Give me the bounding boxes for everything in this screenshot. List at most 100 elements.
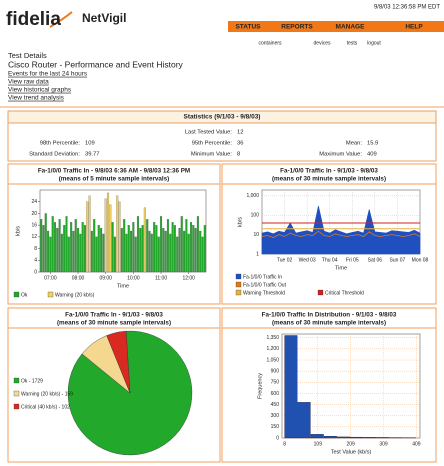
panel-subtitle: (means of 30 minute sample intervals) [57,320,171,327]
menu-item[interactable]: REPORTS [281,24,313,31]
bar [120,227,123,273]
histogram-bar [284,335,298,439]
histogram-bar [297,402,311,439]
legend-label: Critical Threshold [325,290,364,296]
y-tick-label: 300 [271,413,280,419]
x-tick-label: Sun 07 [389,257,405,263]
x-tick-label: Sat 06 [368,257,383,263]
stat-label: Standard Deviation: [29,152,80,158]
bar [183,230,186,273]
bar [196,216,199,273]
legend-label: Warning Threshold [243,290,285,296]
bar [47,230,50,273]
panel-title: Fa-1/0/0 Traffic In Distribution - 9/1/0… [262,312,397,319]
x-tick-label: Fri 05 [346,257,359,263]
stat-value: 15.9 [367,141,378,147]
bar [111,222,114,273]
bar [194,227,197,273]
bar [143,207,146,273]
plot-area [39,189,207,273]
bar [70,222,73,273]
menu-bar [228,21,444,32]
stat-value: 409 [367,152,377,158]
bar [97,225,100,273]
bar [171,222,174,273]
bar [148,230,151,273]
bar [164,230,167,273]
y-tick-label: 100 [251,213,260,219]
y-tick-label: 0 [34,269,37,275]
pie-slice [106,330,131,394]
menu-item[interactable]: HELP [405,24,423,31]
bar [123,219,126,273]
bar [90,230,93,273]
bar [118,201,121,273]
panel-subtitle: (means of 30 minute sample intervals) [272,320,386,327]
menu-item[interactable]: MANAGE [336,24,366,31]
menu-item[interactable]: STATUS [235,24,261,31]
bar [40,219,43,273]
link[interactable]: View raw data [8,79,49,86]
bar [81,222,84,273]
stat-value: 8 [237,152,240,158]
histogram-bar [376,437,390,439]
x-tick-label: 08:00 [72,275,85,281]
legend-label: Warning (20 kb/s) - 159 [21,391,73,397]
link[interactable]: View trend analysis [8,95,65,102]
bar [125,233,128,273]
bar [132,222,135,273]
stat-value: 12 [237,130,243,136]
stat-value: 109 [85,141,95,147]
sub-nav-link[interactable]: containers [258,40,282,46]
bar [72,230,75,273]
bar [51,216,54,273]
x-tick-label: 8 [283,441,286,447]
x-tick-label: 309 [379,441,388,447]
bar [88,195,91,273]
y-tick-label: 450 [271,402,280,408]
bar [178,227,181,273]
legend-swatch [317,289,324,296]
stat-label: 98th Percentile: [40,141,81,147]
line [261,230,421,239]
y-tick-label: 1,200 [266,346,279,352]
x-tick-label: 07:00 [44,275,57,281]
y-tick-label: 750 [271,380,280,386]
bar [95,236,98,273]
bar [201,236,204,273]
y-tick-label: 16 [31,222,37,228]
link[interactable]: Events for the last 24 hours [8,71,88,78]
bar [102,233,105,273]
panel-subtitle: (means of 30 minute sample intervals) [272,176,386,183]
datetime: 9/8/03 12:36:58 PM EDT [374,5,440,11]
y-axis-label: kb/s [15,226,21,236]
sub-nav-link[interactable]: tests [347,40,358,46]
legend-label: Fa-1/0/0 Traffic Out [243,282,287,288]
heading: Test Details [8,51,47,60]
y-tick-label: 1 [256,251,259,257]
y-tick-label: 24 [31,199,37,205]
bar [166,219,169,273]
histogram-bar [310,434,324,439]
bar [113,236,116,273]
bar [65,216,68,273]
link[interactable]: View historical graphs [8,87,72,94]
sub-nav-link[interactable]: logout [367,40,381,46]
bar [134,236,137,273]
x-tick-label: 409 [412,441,421,447]
bar [53,222,57,273]
bar [155,225,158,273]
stat-label: Maximum Value: [319,152,362,158]
legend-swatch [235,281,242,288]
bar [136,216,140,273]
bar [139,227,142,273]
bar [141,225,144,273]
bar [77,227,80,273]
panel-title: Fa-1/0/0 Traffic In - 9/1/03 - 9/8/03 [65,312,163,319]
legend-label: Ok - 1729 [21,378,43,384]
bar [104,198,107,273]
bar [93,219,96,273]
legend-swatch [13,291,20,298]
sub-nav-link[interactable]: devices [314,40,331,46]
